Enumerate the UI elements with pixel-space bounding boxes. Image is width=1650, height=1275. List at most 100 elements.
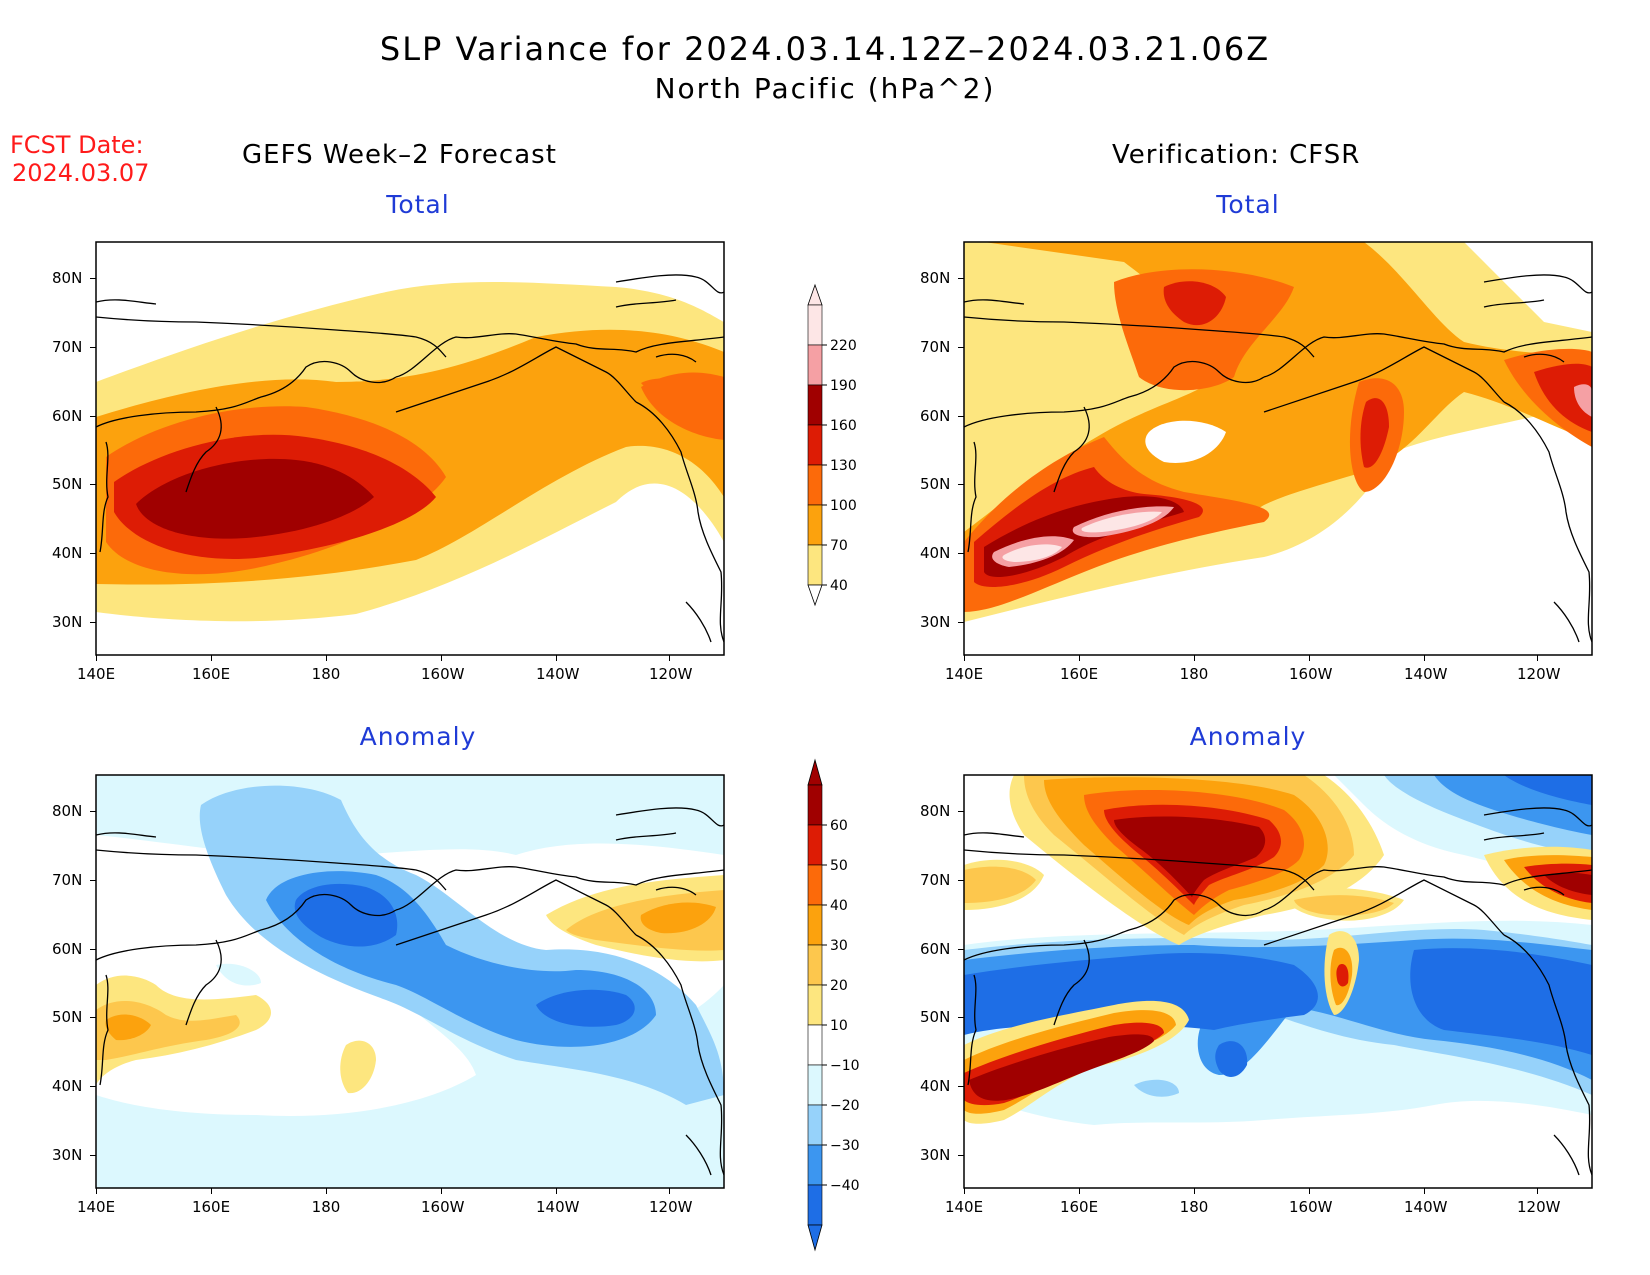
lon-tick-label-forecast-anomaly: 160E [191,1198,231,1216]
right-column-heading: Verification: CFSR [1112,140,1361,170]
lon-tick-label-verification-total: 160E [1059,665,1099,683]
lat-tick-mark [958,811,964,812]
colorbar-anomaly-upper-arrow [807,758,823,786]
colorbar-total-segment [807,464,823,506]
lat-tick-label-forecast-total: 80N [52,269,83,287]
lat-tick-mark [958,484,964,485]
lat-tick-label-verification-anomaly: 30N [920,1146,951,1164]
lat-tick-label-forecast-total: 50N [52,475,83,493]
lat-tick-label-verification-total: 70N [920,338,951,356]
colorbar-total-segment [807,344,823,386]
lon-tick-mark [1309,1188,1310,1194]
lat-tick-label-forecast-anomaly: 70N [52,871,83,889]
lat-tick-mark [90,1017,96,1018]
map-forecast-anomaly [95,774,725,1189]
colorbar-total-segment [807,544,823,586]
colorbar-total-segment [807,384,823,426]
chart-title: SLP Variance for 2024.03.14.12Z–2024.03.… [379,30,1271,68]
lon-tick-mark [211,1188,212,1194]
colorbar-anomaly-label: 60 [830,818,848,834]
colorbar-total-label: 220 [830,338,857,354]
colorbar-anomaly: 60 50 40 30 20 10 −10 −20 −30 −40 [807,758,860,1252]
map-verification-total [963,241,1593,656]
lat-tick-mark [90,811,96,812]
lon-tick-mark [1194,1188,1195,1194]
lat-tick-mark [958,622,964,623]
colorbar-anomaly-segment [807,1184,823,1226]
colorbar-total-upper-arrow [807,283,823,306]
map-verification-anomaly [963,774,1593,1189]
lon-tick-mark [326,655,327,661]
lat-tick-label-forecast-total: 30N [52,613,83,631]
left-column-heading: GEFS Week–2 Forecast [242,140,557,170]
chart-subtitle: North Pacific (hPa^2) [654,72,996,105]
lon-tick-mark [1309,655,1310,661]
colorbar-total-segment [807,304,823,346]
lon-tick-mark [1537,1188,1538,1194]
panel-title-forecast-total: Total [386,190,450,219]
lon-tick-mark [1194,655,1195,661]
lat-tick-label-verification-anomaly: 60N [920,940,951,958]
lat-tick-label-verification-anomaly: 50N [920,1008,951,1026]
fcst-date-label: FCST Date: [10,131,144,159]
lon-tick-label-forecast-anomaly: 140W [536,1198,580,1216]
lon-tick-mark [1079,1188,1080,1194]
colorbar-anomaly-label: 50 [830,858,848,874]
colorbar-total-label: 160 [830,418,857,434]
lat-tick-label-verification-total: 50N [920,475,951,493]
colorbar-anomaly-label: −20 [830,1098,860,1114]
lon-tick-mark [1424,1188,1425,1194]
lat-tick-mark [90,1155,96,1156]
lon-tick-mark [441,1188,442,1194]
lon-tick-label-verification-anomaly: 140E [944,1198,984,1216]
lat-tick-mark [958,1017,964,1018]
lat-tick-mark [90,347,96,348]
lon-tick-label-verification-total: 120W [1517,665,1561,683]
lon-tick-label-forecast-total: 140W [536,665,580,683]
panel-title-forecast-anomaly: Anomaly [359,722,477,751]
lat-tick-mark [958,949,964,950]
colorbar-anomaly-label: −30 [830,1138,860,1154]
lon-tick-mark [326,1188,327,1194]
colorbar-anomaly-segment [807,1064,823,1106]
colorbar-total-label: 190 [830,378,857,394]
lon-tick-label-verification-anomaly: 140W [1404,1198,1448,1216]
lon-tick-mark [964,1188,965,1194]
colorbar-anomaly-segment [807,1144,823,1186]
lat-tick-label-verification-anomaly: 40N [920,1077,951,1095]
lon-tick-label-verification-anomaly: 120W [1517,1198,1561,1216]
lon-tick-label-verification-total: 140W [1404,665,1448,683]
colorbar-anomaly-segment [807,784,823,826]
colorbar-anomaly-segment [807,944,823,986]
lon-tick-mark [96,655,97,661]
lon-tick-label-forecast-anomaly: 140E [76,1198,116,1216]
lon-tick-label-forecast-total: 140E [76,665,116,683]
lon-tick-mark [211,655,212,661]
lat-tick-mark [958,553,964,554]
lat-tick-label-forecast-anomaly: 30N [52,1146,83,1164]
colorbar-anomaly-label: 10 [830,1018,848,1034]
lat-tick-mark [90,484,96,485]
lon-tick-label-forecast-total: 160E [191,665,231,683]
colorbar-anomaly-segment [807,984,823,1026]
lat-tick-mark [958,416,964,417]
lon-tick-label-verification-total: 140E [944,665,984,683]
lon-tick-mark [441,655,442,661]
lon-tick-label-verification-total: 180 [1179,665,1209,683]
lat-tick-mark [90,1086,96,1087]
colorbar-anomaly-label: 30 [830,938,848,954]
lon-tick-label-forecast-anomaly: 180 [311,1198,341,1216]
panel-title-verification-total: Total [1216,190,1280,219]
colorbar-total-label: 130 [830,458,857,474]
lon-tick-mark [556,1188,557,1194]
lat-tick-label-forecast-total: 40N [52,544,83,562]
colorbar-anomaly-segment [807,1024,823,1066]
lat-tick-label-forecast-anomaly: 60N [52,940,83,958]
lat-tick-mark [90,622,96,623]
lon-tick-mark [669,1188,670,1194]
lat-tick-mark [90,278,96,279]
lon-tick-mark [1079,655,1080,661]
lon-tick-mark [556,655,557,661]
lat-tick-label-forecast-anomaly: 80N [52,802,83,820]
colorbar-anomaly-label: −40 [830,1178,860,1194]
